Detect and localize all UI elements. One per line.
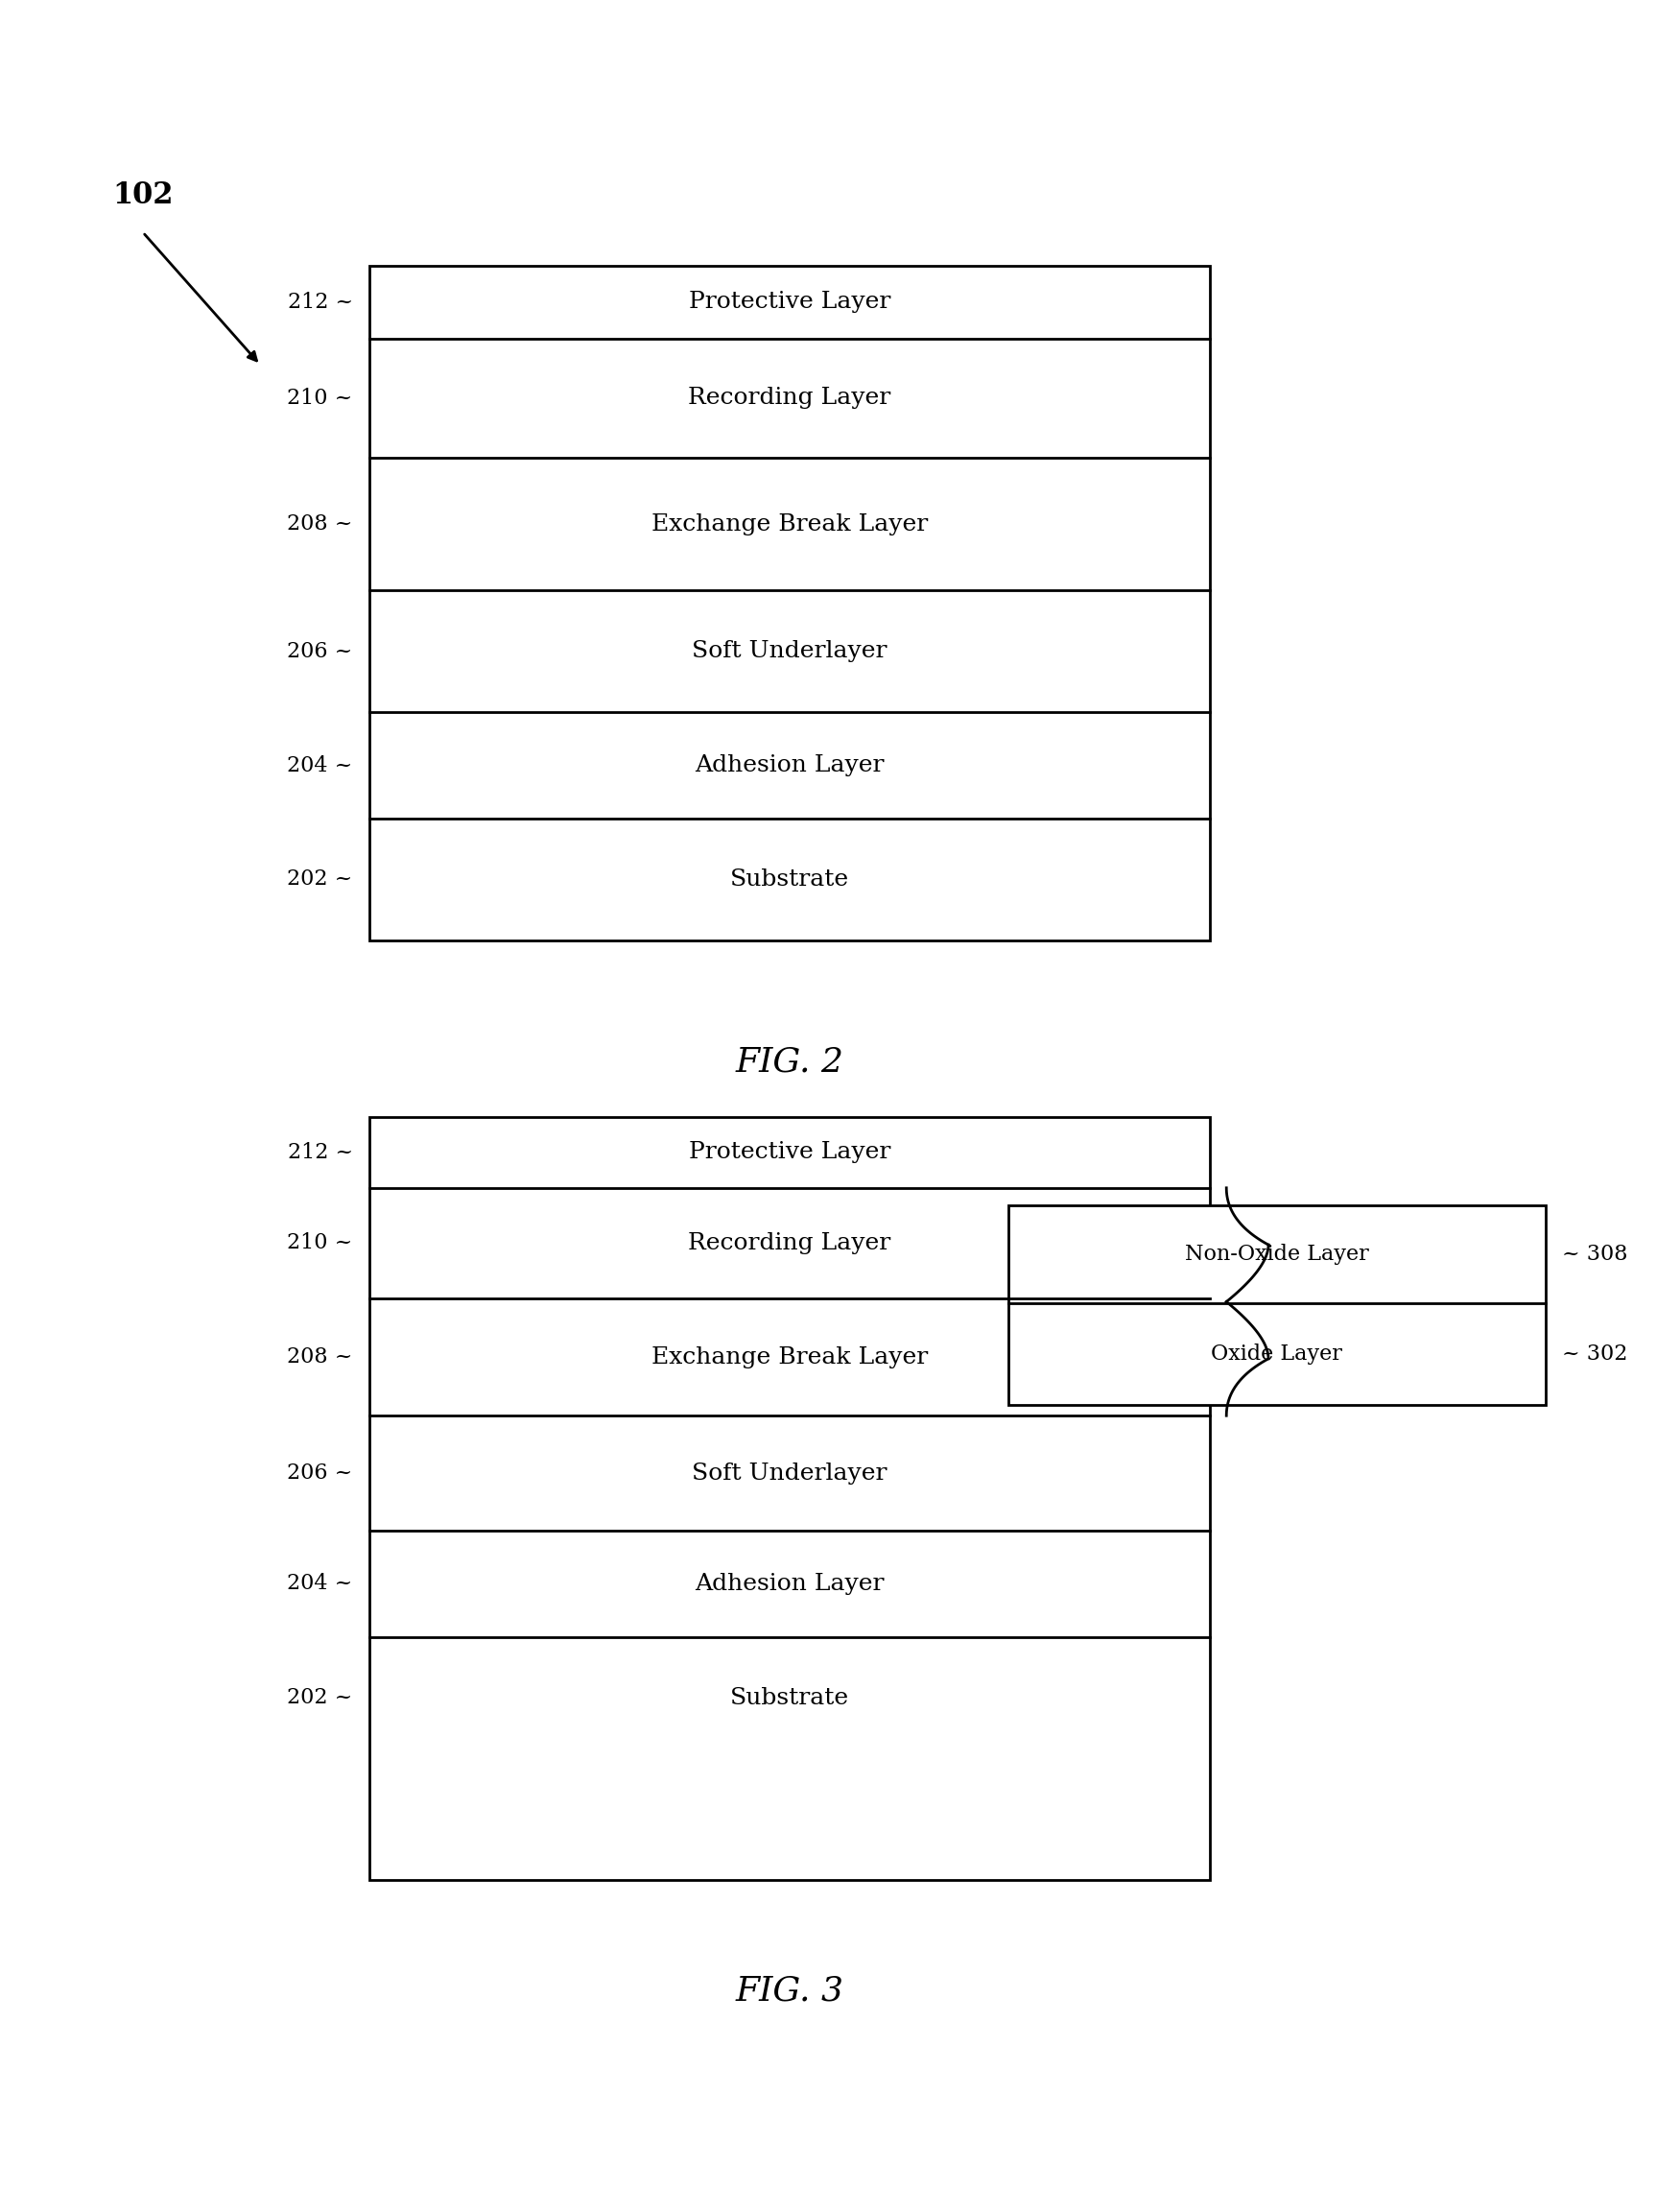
Text: 204 ~: 204 ~ xyxy=(287,754,353,776)
Text: 208 ~: 208 ~ xyxy=(287,1347,353,1367)
Text: 204 ~: 204 ~ xyxy=(287,1573,353,1595)
FancyBboxPatch shape xyxy=(370,1117,1210,1880)
Text: 210 ~: 210 ~ xyxy=(287,387,353,409)
Text: FIG. 2: FIG. 2 xyxy=(736,1046,843,1077)
Text: 208 ~: 208 ~ xyxy=(287,513,353,535)
Text: Adhesion Layer: Adhesion Layer xyxy=(696,1573,884,1595)
Text: 212 ~: 212 ~ xyxy=(287,292,353,312)
Text: Substrate: Substrate xyxy=(731,869,848,889)
Text: 202 ~: 202 ~ xyxy=(287,869,353,889)
Text: 212 ~: 212 ~ xyxy=(287,1141,353,1164)
Text: 210 ~: 210 ~ xyxy=(287,1232,353,1254)
Text: Protective Layer: Protective Layer xyxy=(689,292,890,312)
Text: 206 ~: 206 ~ xyxy=(287,641,353,661)
Text: Soft Underlayer: Soft Underlayer xyxy=(692,641,887,661)
Text: Recording Layer: Recording Layer xyxy=(689,387,890,409)
Text: 202 ~: 202 ~ xyxy=(287,1688,353,1708)
Text: 206 ~: 206 ~ xyxy=(287,1462,353,1484)
Text: Non-Oxide Layer: Non-Oxide Layer xyxy=(1184,1243,1369,1265)
Text: Substrate: Substrate xyxy=(731,1688,848,1708)
Text: 102: 102 xyxy=(113,181,173,210)
Text: Exchange Break Layer: Exchange Break Layer xyxy=(652,1347,927,1367)
Text: ~ 302: ~ 302 xyxy=(1562,1343,1628,1365)
Text: Adhesion Layer: Adhesion Layer xyxy=(696,754,884,776)
FancyBboxPatch shape xyxy=(370,265,1210,940)
Text: Exchange Break Layer: Exchange Break Layer xyxy=(652,513,927,535)
Text: Protective Layer: Protective Layer xyxy=(689,1141,890,1164)
Text: ~ 308: ~ 308 xyxy=(1562,1243,1628,1265)
Text: Soft Underlayer: Soft Underlayer xyxy=(692,1462,887,1484)
Text: FIG. 3: FIG. 3 xyxy=(736,1975,843,2006)
Text: Oxide Layer: Oxide Layer xyxy=(1211,1343,1342,1365)
FancyBboxPatch shape xyxy=(1008,1206,1546,1405)
Text: Recording Layer: Recording Layer xyxy=(689,1232,890,1254)
